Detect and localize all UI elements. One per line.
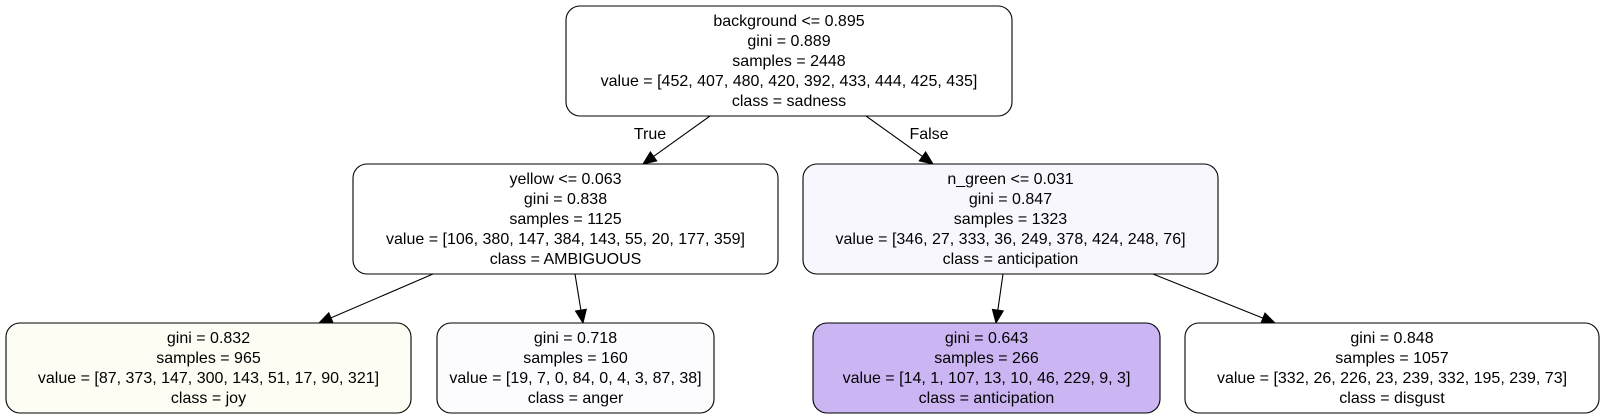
tree-node-n2: n_green <= 0.031 gini = 0.847 samples = 13… — [802, 163, 1219, 275]
tree-node-n1: yellow <= 0.063 gini = 0.838 samples = 112… — [352, 163, 779, 275]
edge-n0-n1: True — [634, 115, 711, 165]
node-line: n_green <= 0.031 — [947, 171, 1073, 188]
node-line: samples = 1125 — [509, 211, 621, 228]
edge-n2-n6 — [1152, 273, 1277, 324]
node-line: gini = 0.718 — [534, 330, 617, 347]
node-line: value = [346, 27, 333, 36, 249, 378, 424… — [835, 231, 1185, 248]
node-line: value = [106, 380, 147, 384, 143, 55, 20… — [386, 231, 745, 248]
node-line: value = [14, 1, 107, 13, 10, 46, 229, 9,… — [843, 370, 1131, 387]
tree-node-n6: gini = 0.848 samples = 1057 value = [332, … — [1184, 322, 1600, 414]
edge-line — [865, 115, 923, 157]
node-line: gini = 0.848 — [1350, 330, 1433, 347]
arrow-head-icon — [918, 151, 935, 165]
node-box — [436, 322, 715, 414]
tree-node-n0: background <= 0.895 gini = 0.889 samples =… — [565, 5, 1013, 117]
node-box — [802, 163, 1219, 275]
edge-n1-n3 — [317, 273, 434, 324]
node-line: value = [452, 407, 480, 420, 392, 433, 4… — [601, 73, 978, 90]
node-box — [5, 322, 412, 414]
node-box — [352, 163, 779, 275]
node-line: class = anticipation — [943, 251, 1079, 268]
node-line: samples = 266 — [934, 350, 1039, 367]
node-box — [565, 5, 1013, 117]
edge-line — [1152, 273, 1264, 319]
tree-node-n3: gini = 0.832 samples = 965 value = [87, 37… — [5, 322, 412, 414]
node-line: class = anticipation — [919, 390, 1055, 407]
edge-n0-n2: False — [865, 115, 949, 165]
node-box — [812, 322, 1161, 414]
edge-n2-n5 — [991, 273, 1005, 325]
node-line: value = [332, 26, 226, 23, 239, 332, 195… — [1217, 370, 1567, 387]
node-line: value = [19, 7, 0, 84, 0, 4, 3, 87, 38] — [449, 370, 701, 387]
node-line: class = disgust — [1339, 390, 1445, 407]
node-line: value = [87, 373, 147, 300, 143, 51, 17,… — [38, 370, 379, 387]
nodes-layer: background <= 0.895 gini = 0.889 samples =… — [5, 5, 1600, 414]
node-line: samples = 965 — [156, 350, 261, 367]
edge-line — [330, 273, 434, 319]
node-line: background <= 0.895 — [713, 13, 864, 30]
node-line: gini = 0.643 — [945, 330, 1028, 347]
arrow-head-icon — [317, 311, 334, 324]
arrow-head-icon — [641, 151, 658, 165]
node-line: gini = 0.832 — [167, 330, 250, 347]
node-line: class = anger — [528, 390, 624, 407]
edge-line — [653, 115, 711, 157]
node-line: gini = 0.889 — [747, 33, 830, 50]
edge-label-true: True — [634, 126, 666, 143]
node-line: gini = 0.847 — [969, 191, 1052, 208]
node-line: class = AMBIGUOUS — [490, 251, 642, 268]
tree-node-n5: gini = 0.643 samples = 266 value = [14, 1,… — [812, 322, 1161, 414]
arrow-head-icon — [574, 308, 587, 325]
edge-label-false: False — [909, 126, 948, 143]
node-line: samples = 160 — [523, 350, 628, 367]
node-line: yellow <= 0.063 — [509, 171, 621, 188]
node-line: samples = 1057 — [1335, 350, 1449, 367]
arrow-head-icon — [991, 308, 1005, 325]
tree-node-n4: gini = 0.718 samples = 160 value = [19, 7,… — [436, 322, 715, 414]
edge-line — [574, 273, 582, 311]
node-line: samples = 1323 — [954, 211, 1068, 228]
node-line: samples = 2448 — [732, 53, 846, 70]
arrow-head-icon — [1260, 312, 1277, 324]
edge-line — [997, 273, 1004, 311]
node-box — [1184, 322, 1600, 414]
node-line: gini = 0.838 — [524, 191, 607, 208]
node-line: class = joy — [171, 390, 246, 407]
node-line: class = sadness — [732, 93, 846, 110]
edge-n1-n4 — [574, 273, 587, 325]
